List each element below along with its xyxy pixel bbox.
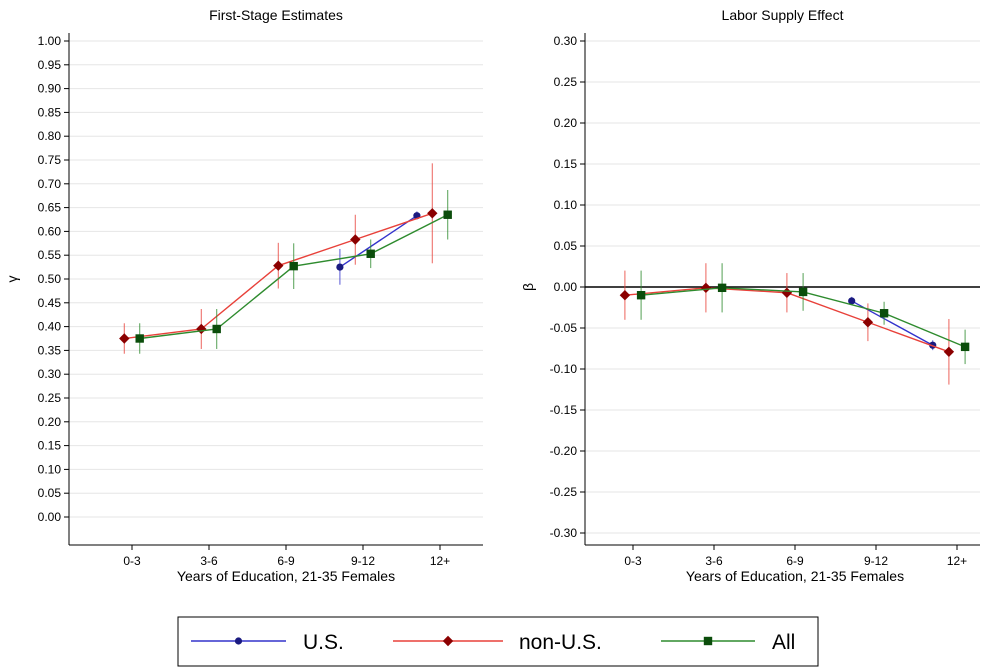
first-stage-y-tick-label: 0.75 <box>38 153 62 167</box>
legend-item-us: U.S. <box>191 631 344 654</box>
first-stage-y-tick-label: 0.00 <box>38 510 62 524</box>
first-stage-point-all <box>289 261 298 271</box>
labor-supply-point-non-u-s <box>943 346 955 357</box>
first-stage-y-tick-label: 0.60 <box>38 224 62 238</box>
labor-supply-point-all <box>798 287 808 297</box>
first-stage-y-tick-label: 0.85 <box>38 105 62 119</box>
labor-supply-y-tick-label: -0.10 <box>550 362 578 376</box>
first-stage-ylabel: γ <box>4 276 20 283</box>
labor-supply-point-non-u-s <box>781 287 793 298</box>
legend-label-us: U.S. <box>303 631 344 654</box>
first-stage-point-all <box>366 249 375 258</box>
legend-marker-non-u-s <box>442 635 454 647</box>
labor-supply-y-tick-label: 0.00 <box>554 280 578 294</box>
labor-supply-x-tick-label: 12+ <box>947 554 967 568</box>
first-stage-x-tick-label: 9-12 <box>351 554 375 568</box>
first-stage-y-tick-label: 0.80 <box>38 129 62 143</box>
first-stage-point-non-u-s <box>427 208 438 219</box>
first-stage-y-tick-label: 0.50 <box>38 272 62 286</box>
first-stage-line-u-s <box>339 215 418 268</box>
labor-supply-y-tick-label: 0.20 <box>554 116 578 130</box>
labor-supply-title: Labor Supply Effect <box>722 7 844 23</box>
first-stage-y-tick-label: 0.35 <box>38 343 62 357</box>
legend-item-all: All <box>661 631 795 654</box>
legend-marker-u-s <box>234 637 243 645</box>
first-stage-x-tick-label: 6-9 <box>277 554 295 568</box>
legend-marker-all <box>703 636 713 646</box>
first-stage-series-all <box>135 189 452 354</box>
first-stage-y-tick-label: 0.15 <box>38 439 62 453</box>
first-stage-point-non-u-s <box>119 333 130 344</box>
labor-supply-x-tick-label: 9-12 <box>864 554 888 568</box>
first-stage-y-tick-label: 0.10 <box>38 462 62 476</box>
labor-supply-y-tick-label: -0.15 <box>550 403 578 417</box>
labor-supply-ylabel: β <box>520 283 536 291</box>
first-stage-y-tick-label: 0.05 <box>38 486 62 500</box>
first-stage-y-tick-label: 0.25 <box>38 391 62 405</box>
first-stage-x-tick-label: 0-3 <box>123 554 141 568</box>
labor-supply-series-all <box>636 263 970 365</box>
labor-supply-y-tick-label: -0.20 <box>550 444 578 458</box>
labor-supply-x-tick-label: 0-3 <box>624 554 642 568</box>
first-stage-y-tick-label: 0.65 <box>38 201 62 215</box>
first-stage-point-all <box>443 210 452 219</box>
legend-label-all: All <box>772 631 795 654</box>
labor-supply-point-non-u-s <box>700 282 712 294</box>
labor-supply-x-tick-label: 6-9 <box>786 554 804 568</box>
first-stage-point-non-u-s <box>350 234 361 245</box>
labor-supply-y-tick-label: 0.30 <box>554 34 578 48</box>
labor-supply-panel: Labor Supply Effect Years of Education, … <box>520 7 980 584</box>
first-stage-series-non-u-s <box>119 163 438 354</box>
labor-supply-point-all <box>636 291 646 300</box>
labor-supply-y-tick-label: 0.05 <box>554 239 578 253</box>
first-stage-title: First-Stage Estimates <box>209 7 343 23</box>
labor-supply-point-u-s <box>848 297 856 305</box>
first-stage-point-all <box>135 334 144 343</box>
first-stage-y-tick-label: 0.95 <box>38 58 62 72</box>
first-stage-panel: First-Stage Estimates Years of Education… <box>4 7 483 584</box>
labor-supply-y-tick-label: -0.30 <box>550 526 578 540</box>
legend-item-non-us: non-U.S. <box>393 631 602 654</box>
labor-supply-y-tick-label: -0.05 <box>550 321 578 335</box>
first-stage-y-tick-label: 0.45 <box>38 296 62 310</box>
labor-supply-series-non-u-s <box>619 263 955 385</box>
labor-supply-point-all <box>717 283 727 293</box>
labor-supply-y-tick-label: 0.10 <box>554 198 578 212</box>
first-stage-point-non-u-s <box>273 260 284 271</box>
first-stage-y-tick-label: 1.00 <box>38 34 62 48</box>
labor-supply-point-all <box>960 342 970 352</box>
first-stage-y-tick-label: 0.55 <box>38 248 62 262</box>
labor-supply-y-tick-label: -0.25 <box>550 485 578 499</box>
first-stage-y-tick-label: 0.90 <box>38 82 62 96</box>
first-stage-point-u-s <box>336 263 344 271</box>
labor-supply-x-tick-label: 3-6 <box>705 554 723 568</box>
labor-supply-y-tick-label: 0.25 <box>554 75 578 89</box>
first-stage-y-tick-label: 0.30 <box>38 367 62 381</box>
first-stage-xlabel: Years of Education, 21-35 Females <box>177 568 395 584</box>
legend: U.S. non-U.S. All <box>177 616 819 667</box>
first-stage-y-tick-label: 0.40 <box>38 320 62 334</box>
legend-label-non-us: non-U.S. <box>519 631 602 654</box>
labor-supply-point-all <box>879 309 889 318</box>
first-stage-x-tick-label: 3-6 <box>200 554 218 568</box>
first-stage-x-tick-label: 12+ <box>430 554 450 568</box>
labor-supply-y-tick-label: 0.15 <box>554 157 578 171</box>
labor-supply-point-non-u-s <box>862 317 874 328</box>
first-stage-y-tick-label: 0.20 <box>38 415 62 429</box>
first-stage-series-u-s <box>336 211 421 285</box>
first-stage-point-all <box>212 324 221 334</box>
labor-supply-point-non-u-s <box>619 290 631 301</box>
labor-supply-xlabel: Years of Education, 21-35 Females <box>686 568 904 584</box>
first-stage-y-tick-label: 0.70 <box>38 177 62 191</box>
